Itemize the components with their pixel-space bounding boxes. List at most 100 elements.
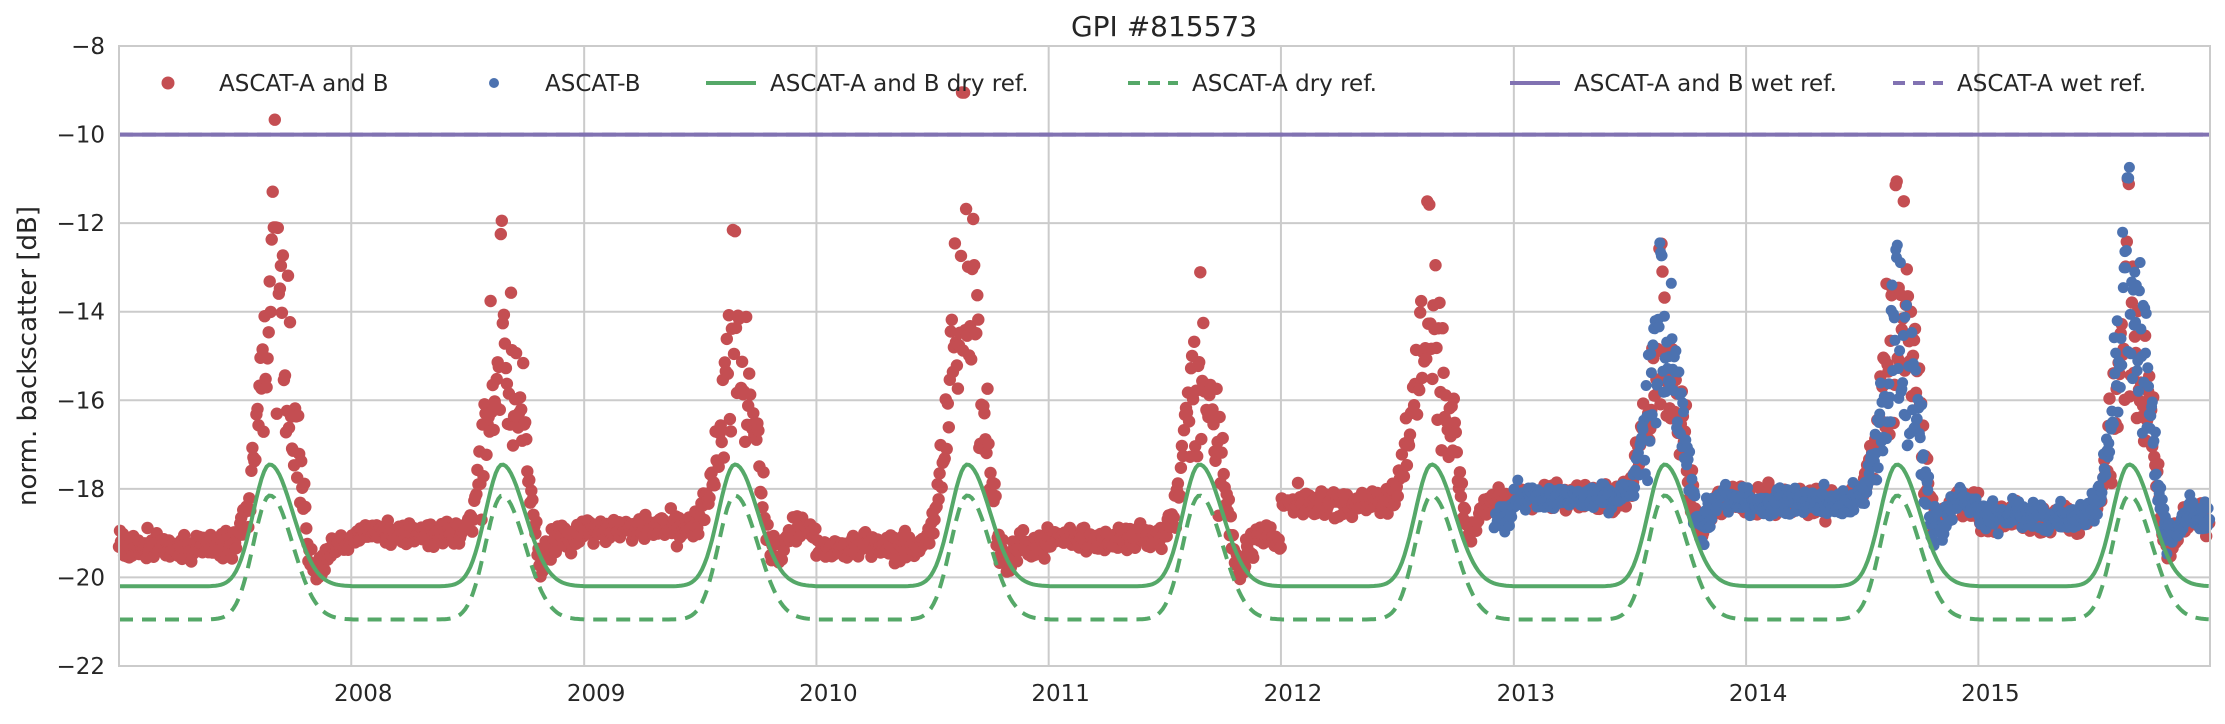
data-point <box>1458 503 1472 516</box>
data-point <box>1415 294 1428 308</box>
data-point <box>1155 542 1168 556</box>
data-point <box>526 493 539 507</box>
data-point <box>1656 265 1669 278</box>
data-point <box>1894 257 1906 269</box>
data-point <box>2131 365 2143 377</box>
data-point <box>1686 473 1698 485</box>
y-tick-label: −8 <box>71 34 105 60</box>
data-point <box>266 185 279 198</box>
data-point <box>251 402 264 416</box>
data-point <box>727 347 741 361</box>
data-point <box>1391 490 1405 503</box>
chart-title: GPI #815573 <box>1071 10 1257 43</box>
data-point <box>2079 519 2091 531</box>
data-point <box>1675 387 1687 399</box>
data-point <box>265 233 278 246</box>
data-point <box>932 493 945 506</box>
data-point <box>1658 291 1671 304</box>
data-point <box>2103 392 2116 405</box>
data-point <box>1897 330 1909 341</box>
data-point <box>300 522 313 535</box>
data-point <box>735 355 749 368</box>
data-point <box>752 424 765 437</box>
data-point <box>1450 446 1464 459</box>
data-point <box>1213 410 1226 424</box>
data-point <box>275 306 289 319</box>
data-point <box>1274 541 1287 554</box>
data-point <box>1512 474 1524 486</box>
data-point <box>523 473 536 487</box>
data-point <box>1403 428 1417 441</box>
data-point <box>1416 371 1429 385</box>
data-point <box>1872 462 1884 474</box>
data-point <box>270 407 283 420</box>
data-point <box>1426 372 1439 386</box>
data-point <box>2117 226 2129 238</box>
data-point <box>743 367 756 380</box>
data-point <box>1670 345 1682 357</box>
y-tick-label: −12 <box>56 211 105 237</box>
data-point <box>1402 439 1416 452</box>
data-point <box>249 453 262 466</box>
data-point <box>1194 266 1207 279</box>
data-point <box>295 454 308 468</box>
data-point <box>2135 323 2147 335</box>
data-point <box>1647 339 1659 351</box>
data-point <box>520 433 533 446</box>
data-point <box>2100 469 2112 481</box>
data-point <box>1884 416 1896 428</box>
data-point <box>530 515 543 528</box>
data-point <box>2112 406 2124 418</box>
data-point <box>923 537 936 550</box>
legend-label: ASCAT-A dry ref. <box>1192 71 1377 97</box>
data-point <box>2104 446 2116 458</box>
data-point <box>968 259 981 272</box>
data-point <box>965 353 978 366</box>
data-point <box>1519 504 1531 516</box>
data-point <box>1658 310 1670 322</box>
data-point <box>721 367 734 380</box>
data-point <box>1455 477 1469 490</box>
data-point <box>959 202 973 216</box>
data-point <box>509 346 523 360</box>
data-point <box>1038 552 1051 565</box>
data-point <box>724 425 738 438</box>
legend-item-ascat-a-wet-ref: ASCAT-A wet ref. <box>1893 71 2146 97</box>
data-point <box>1911 413 1923 425</box>
data-point <box>1628 490 1640 502</box>
data-point <box>1345 510 1359 524</box>
data-point <box>1216 431 1229 445</box>
data-point <box>499 361 513 375</box>
data-point <box>692 527 705 541</box>
data-point <box>1449 426 1463 439</box>
data-point <box>2134 257 2146 268</box>
series-line-ascat-a-and-b-dry-ref <box>119 462 2209 589</box>
data-point <box>941 397 954 410</box>
data-point <box>1744 510 1756 522</box>
data-point <box>1397 470 1411 483</box>
data-point <box>928 513 941 526</box>
data-point <box>1188 335 1201 348</box>
data-point <box>1182 415 1196 428</box>
data-point <box>229 542 243 555</box>
data-point <box>933 467 946 480</box>
data-point <box>1684 446 1696 458</box>
data-point <box>1264 521 1277 534</box>
legend-label: ASCAT-A and B wet ref. <box>1574 71 1837 97</box>
data-point <box>715 435 728 449</box>
data-point <box>2107 418 2119 430</box>
data-point <box>292 409 305 422</box>
data-point <box>981 382 994 395</box>
data-point <box>500 377 514 390</box>
data-point <box>1639 454 1651 466</box>
x-tick-label: 2012 <box>1264 681 1323 707</box>
y-tick-label: −16 <box>56 388 105 414</box>
series-line-ascat-a-dry-ref <box>119 493 2209 622</box>
data-point <box>1437 366 1450 379</box>
legend-marker <box>161 76 175 90</box>
data-point <box>1992 528 2004 540</box>
data-point <box>1881 433 1893 445</box>
data-point <box>549 545 562 559</box>
data-point <box>1883 378 1895 390</box>
data-point <box>1884 391 1896 403</box>
